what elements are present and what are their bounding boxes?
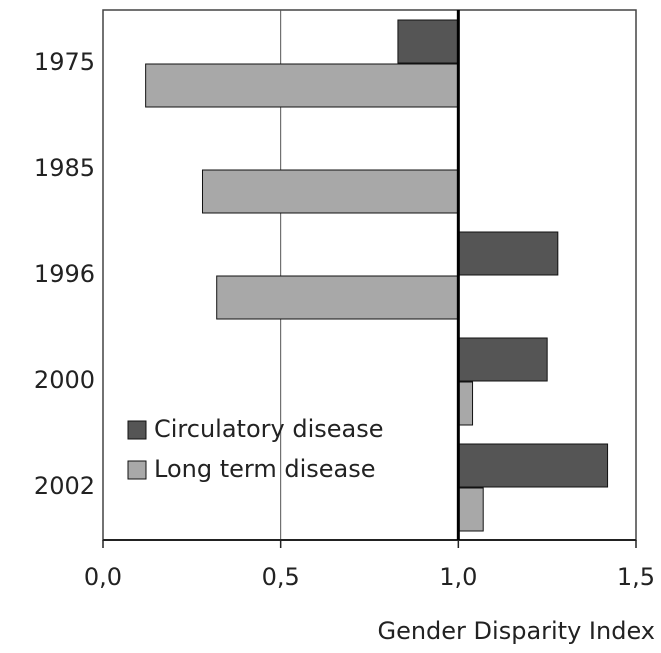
legend-swatch xyxy=(127,420,147,440)
bar xyxy=(201,169,459,214)
x-axis-label: Gender Disparity Index xyxy=(377,617,655,645)
bar xyxy=(457,231,559,276)
x-tick-label: 1,0 xyxy=(439,563,477,591)
bar xyxy=(397,19,459,64)
legend-swatch xyxy=(127,460,147,480)
bar xyxy=(457,487,484,532)
x-tick-label: 0,5 xyxy=(262,563,300,591)
y-tick-label: 1996 xyxy=(34,260,95,288)
y-tick-label: 2002 xyxy=(34,472,95,500)
legend-label: Long term disease xyxy=(154,455,375,483)
y-tick-label: 2000 xyxy=(34,366,95,394)
y-tick-label: 1985 xyxy=(34,154,95,182)
bar xyxy=(216,275,459,320)
bar xyxy=(457,337,548,382)
bar xyxy=(457,443,609,488)
legend-label: Circulatory disease xyxy=(154,415,384,443)
bar xyxy=(457,381,474,426)
bar xyxy=(145,63,459,108)
x-tick-label: 0,0 xyxy=(84,563,122,591)
y-tick-label: 1975 xyxy=(34,48,95,76)
x-tick-label: 1,5 xyxy=(617,563,655,591)
